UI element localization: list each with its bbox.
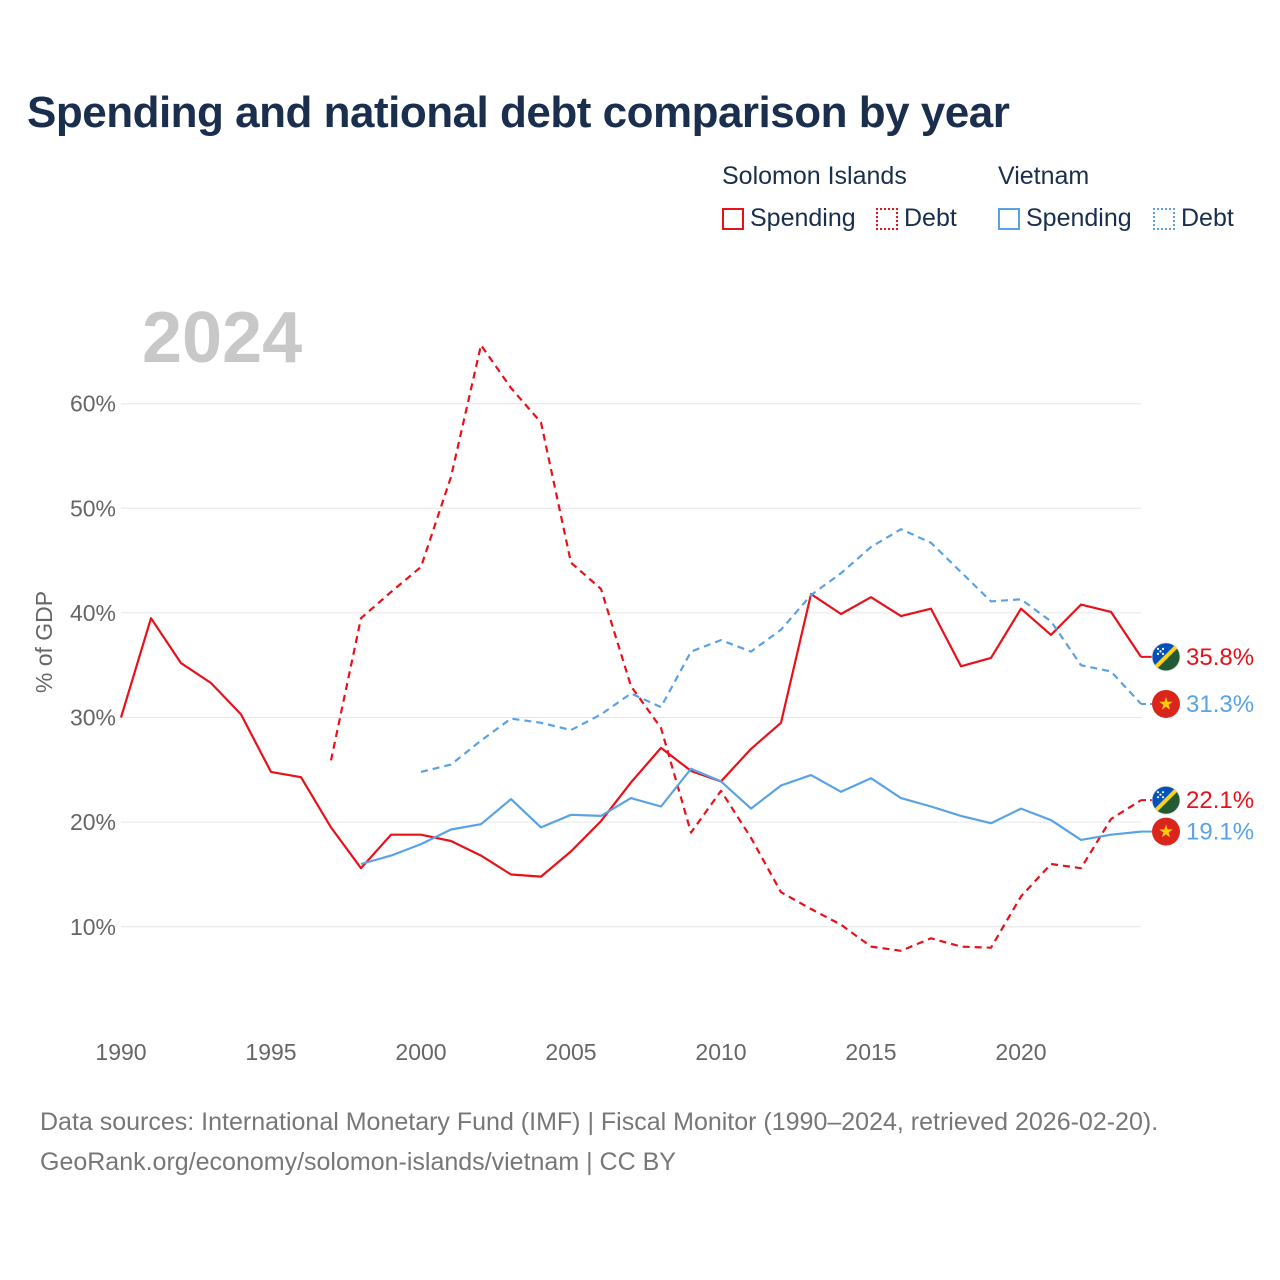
legend-label: Spending <box>1026 204 1132 232</box>
legend-solomon-title: Solomon Islands <box>722 162 907 190</box>
y-axis-label: % of GDP <box>31 591 57 693</box>
gridlines <box>121 403 1141 928</box>
x-tick-label: 2000 <box>395 1039 446 1065</box>
y-tick-label: 40% <box>70 600 116 626</box>
x-axis-ticks: 1990 1995 2000 2005 2010 2015 2020 <box>95 1039 1046 1065</box>
solomon-islands-flag-icon <box>1151 785 1181 815</box>
series-lines <box>119 344 1142 952</box>
vietnam-flag-icon <box>1152 689 1180 718</box>
end-value-label: 22.1% <box>1186 787 1254 814</box>
footer-sources: Data sources: International Monetary Fun… <box>40 1108 1159 1136</box>
legend-label: Debt <box>1181 204 1234 232</box>
y-tick-label: 50% <box>70 495 116 521</box>
end-value-label: 19.1% <box>1186 819 1254 846</box>
y-tick-label: 30% <box>70 705 116 731</box>
solomon-islands-flag-icon <box>1151 642 1181 672</box>
end-value-label: 31.3% <box>1186 691 1254 718</box>
end-value-label: 35.8% <box>1186 644 1254 671</box>
legend-solomon-spending[interactable]: Spending <box>722 204 856 233</box>
legend-vietnam-title: Vietnam <box>998 162 1090 190</box>
y-axis-ticks: 10% 20% 30% 40% 50% 60% <box>70 391 116 940</box>
legend-solid-swatch-icon <box>998 207 1020 230</box>
y-tick-label: 60% <box>70 391 116 417</box>
y-tick-label: 20% <box>70 809 116 835</box>
x-tick-label: 2020 <box>995 1039 1046 1065</box>
x-tick-label: 2005 <box>545 1039 596 1065</box>
footer-credit: GeoRank.org/economy/solomon-islands/viet… <box>40 1148 676 1176</box>
legend-vietnam-spending[interactable]: Spending <box>998 204 1132 233</box>
x-tick-label: 1995 <box>245 1039 296 1065</box>
series-line-solomon-islands-debt <box>329 344 1142 952</box>
x-tick-label: 2015 <box>845 1039 896 1065</box>
series-line-solomon-islands-spending <box>119 592 1142 878</box>
legend-dotted-swatch-icon <box>1153 207 1175 230</box>
legend-solid-swatch-icon <box>722 207 744 230</box>
chart-title: Spending and national debt comparison by… <box>27 88 1010 137</box>
year-watermark: 2024 <box>142 298 302 378</box>
end-labels: 35.8% 22.1% 19.1% 31.3% <box>1141 642 1254 846</box>
legend-solomon-debt[interactable]: Debt <box>876 204 957 233</box>
x-tick-label: 1990 <box>95 1039 146 1065</box>
legend-label: Debt <box>904 204 957 232</box>
series-line-vietnam-debt <box>420 528 1142 773</box>
y-tick-label: 10% <box>70 914 116 940</box>
x-tick-label: 2010 <box>695 1039 746 1065</box>
series-line-vietnam-spending <box>360 767 1142 866</box>
legend-dotted-swatch-icon <box>876 207 898 230</box>
vietnam-flag-icon <box>1152 817 1180 846</box>
line-chart: 2024 10% 20% 30% 40% 50% 60% 1990 1995 2000 2005… <box>31 298 1254 1065</box>
legend-label: Spending <box>750 204 856 232</box>
legend-vietnam-debt[interactable]: Debt <box>1153 204 1234 233</box>
